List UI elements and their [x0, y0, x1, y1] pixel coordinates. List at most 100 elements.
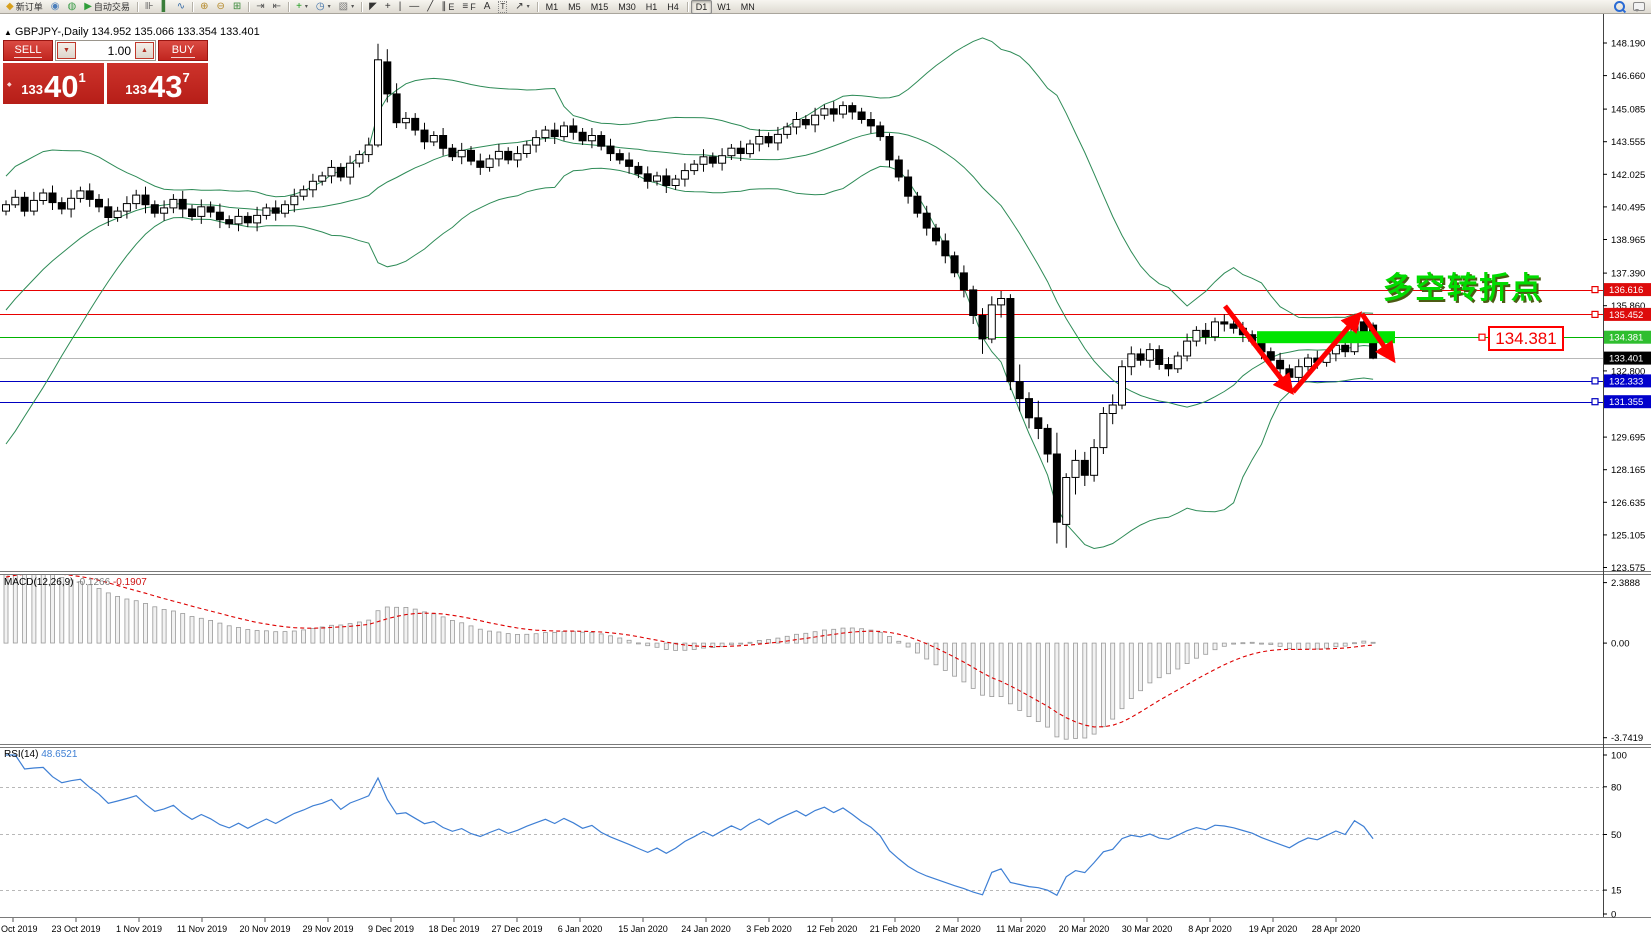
autotrading-button[interactable]: ▶ 自动交易: [80, 0, 134, 14]
macd-histogram-bar: [822, 629, 827, 644]
trend-arrow[interactable]: [1359, 312, 1396, 364]
channel-icon[interactable]: ∥ E: [437, 0, 458, 14]
timeframe-w1[interactable]: W1: [717, 1, 731, 12]
timeframe-m15[interactable]: M15: [590, 1, 609, 12]
candle-body: [1341, 344, 1350, 353]
rsi-indicator-label: RSI(14) 48.6521: [4, 749, 78, 760]
candle-body: [653, 175, 661, 182]
timeframe-m30[interactable]: M30: [618, 1, 636, 12]
fibonacci-icon[interactable]: ≡ F: [458, 0, 479, 14]
trendline-icon[interactable]: ╱: [423, 0, 437, 14]
collapse-arrow-icon[interactable]: ▲: [4, 28, 12, 37]
volume-up-button[interactable]: ▲: [135, 42, 154, 59]
channel-icon-label: E: [448, 1, 455, 12]
time-axis[interactable]: 14 Oct 2019 23 Oct 2019 1 Nov 2019 11 Nov 2…: [0, 918, 1360, 934]
text-icon[interactable]: A: [480, 0, 495, 14]
candle-body: [1025, 398, 1033, 419]
macd-histogram-bar: [1249, 641, 1255, 644]
line-endpoint-handle[interactable]: [1591, 310, 1599, 318]
candlestick-chart-icon[interactable]: ▌: [158, 0, 173, 14]
price-badge-label: 136.616: [1609, 285, 1643, 296]
price-tick-label: 138.965: [1611, 235, 1645, 246]
date-label: 27 Dec 2019: [491, 924, 542, 934]
macd-histogram-bar: [133, 600, 139, 644]
chat-icon[interactable]: [1629, 0, 1649, 14]
price-callout-box[interactable]: 134.381: [1488, 326, 1564, 351]
line-endpoint-handle[interactable]: [1591, 398, 1599, 406]
volume-down-button[interactable]: ▼: [57, 42, 76, 59]
tile-windows-icon: ⊞: [232, 0, 242, 12]
date-label: 9 Dec 2019: [368, 924, 414, 934]
macd-histogram-bar: [1240, 642, 1246, 645]
cursor-icon[interactable]: ◤: [365, 0, 381, 14]
price-tick-label: 137.390: [1611, 269, 1645, 280]
bar-chart-icon[interactable]: ⊪: [141, 0, 158, 14]
zoom-out-icon[interactable]: ⊖: [213, 0, 229, 14]
ask-price-panel[interactable]: 133 43 7: [107, 63, 208, 104]
zigzag-annotation[interactable]: [1223, 304, 1396, 395]
timeframe-h4[interactable]: H4: [667, 1, 679, 12]
cursor-icon: ◤: [369, 0, 377, 12]
signals-icon[interactable]: ◍: [63, 0, 80, 14]
tile-windows-icon[interactable]: ⊞: [229, 0, 245, 14]
date-label: 20 Mar 2020: [1059, 924, 1110, 934]
candle-body: [504, 150, 513, 161]
candle-body: [1173, 355, 1182, 370]
candle-body: [978, 315, 987, 340]
callout-anchor-handle[interactable]: [1478, 333, 1486, 341]
macd-histogram-bar: [384, 606, 390, 644]
macd-histogram-bar: [645, 642, 651, 647]
zoom-in-icon[interactable]: ⊕: [196, 0, 212, 14]
crosshair-icon[interactable]: +: [381, 0, 395, 14]
chevron-down-icon: ▾: [351, 4, 355, 10]
line-chart-icon: ∿: [176, 0, 186, 12]
timeframe-m5[interactable]: M5: [568, 1, 581, 12]
buy-button[interactable]: BUY: [158, 40, 208, 61]
macd-histogram-bar: [831, 628, 837, 644]
auto-scroll-icon[interactable]: ⇤: [269, 0, 285, 14]
macd-histogram-bar: [189, 616, 195, 644]
line-chart-icon[interactable]: ∿: [173, 0, 189, 14]
indicators-icon[interactable]: + ▾: [292, 0, 312, 14]
templates-icon[interactable]: ▧ ▾: [335, 0, 358, 14]
candle-body: [197, 206, 206, 217]
candle-body: [364, 144, 373, 156]
macd-histogram-bar: [226, 625, 232, 644]
timeframe-h1[interactable]: H1: [645, 1, 658, 12]
chart-shift-icon[interactable]: ⇥: [252, 0, 268, 14]
trend-arrow[interactable]: [1223, 304, 1294, 395]
search-icon[interactable]: [1610, 0, 1629, 14]
price-axis[interactable]: 148.190 146.660 145.085 143.555 142.025 140.4…: [1603, 39, 1651, 575]
indicator-axes[interactable]: 2.3888 0.00 -3.7419 100 80 50 15 0: [1603, 578, 1643, 921]
periods-icon[interactable]: ◷ ▾: [312, 0, 335, 14]
timeframe-mn[interactable]: MN: [740, 1, 755, 12]
text-label-icon[interactable]: T: [494, 0, 511, 14]
new-order-button[interactable]: ◆ 新订单: [2, 0, 47, 14]
timeframe-d1[interactable]: D1: [690, 0, 713, 14]
price-badge: [1604, 374, 1651, 388]
macd-histogram-bar: [636, 642, 641, 645]
candle-body: [894, 159, 903, 178]
macd-histogram-bar: [496, 631, 502, 644]
candle-body: [411, 117, 420, 131]
macd-histogram-bar: [756, 640, 762, 644]
support-band[interactable]: [1257, 331, 1395, 344]
vertical-line-icon[interactable]: |: [395, 0, 406, 14]
macd-histogram-bar: [1166, 642, 1171, 675]
macd-histogram-bar: [663, 642, 669, 650]
candle-body: [113, 210, 122, 219]
volume-input[interactable]: 1.00: [107, 44, 131, 58]
line-endpoint-handle[interactable]: [1591, 377, 1599, 385]
mql5-community-icon[interactable]: ◉: [47, 0, 64, 14]
sell-button[interactable]: SELL: [3, 40, 53, 61]
arrows-icon[interactable]: ↗ ▾: [511, 0, 533, 14]
trend-arrow[interactable]: [1291, 311, 1363, 394]
rsi-axis-label: 100: [1611, 751, 1627, 762]
timeframe-m1[interactable]: M1: [545, 1, 559, 12]
candle-body: [1164, 364, 1173, 370]
bid-price-panel[interactable]: ◆ 133 40 1: [3, 63, 104, 104]
line-endpoint-handle[interactable]: [1591, 286, 1599, 294]
macd-histogram-bar: [970, 642, 976, 689]
horizontal-line-icon[interactable]: —: [405, 0, 423, 14]
